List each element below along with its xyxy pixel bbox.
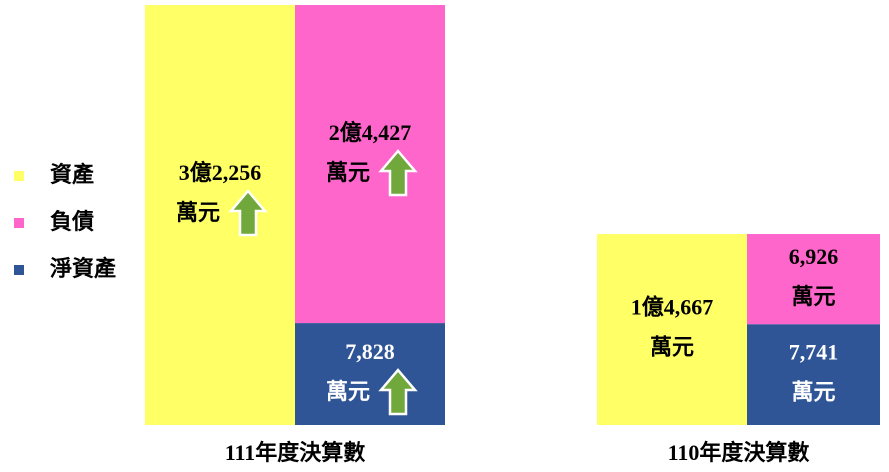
unit-label: 萬元	[650, 335, 694, 360]
liabilities-block	[295, 5, 445, 324]
increase-arrow	[228, 189, 268, 237]
legend-swatch	[14, 171, 24, 181]
legend-label: 資產	[50, 162, 94, 188]
legend-swatch	[14, 218, 24, 228]
assets-block	[597, 234, 747, 425]
increase-arrow	[378, 149, 418, 197]
legend-label: 淨資產	[50, 256, 116, 282]
legend-label: 負債	[50, 209, 94, 235]
increase-arrow	[378, 368, 418, 416]
assets-block	[145, 5, 295, 425]
net-assets-block	[747, 324, 880, 425]
unit-label: 萬元	[176, 200, 220, 225]
unit-label: 萬元	[791, 380, 835, 405]
liabilities-block	[747, 234, 880, 325]
value-label: 7,828	[345, 339, 395, 364]
unit-label: 萬元	[791, 284, 835, 309]
value-label: 1億4,667	[631, 295, 714, 320]
net-assets-block	[295, 323, 445, 425]
value-label: 2億4,427	[329, 120, 412, 145]
category-label: 111年度決算數	[225, 440, 366, 465]
category-label: 110年度決算數	[668, 440, 810, 465]
unit-label: 萬元	[326, 379, 370, 404]
unit-label: 萬元	[326, 160, 370, 185]
value-label: 7,741	[789, 340, 839, 365]
value-label: 6,926	[789, 244, 839, 269]
value-label: 3億2,256	[179, 160, 262, 185]
legend-swatch	[14, 265, 24, 275]
